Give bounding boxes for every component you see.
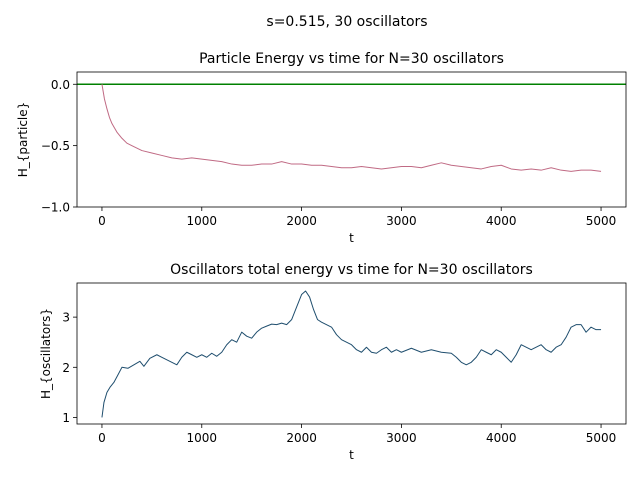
particle-x-tick-label: 5000 <box>586 214 617 228</box>
oscillators-x-tick-label: 2000 <box>286 431 317 445</box>
oscillators-x-tick-label: 4000 <box>486 431 517 445</box>
oscillators-y-axis-label: H_{oscillators} <box>39 308 53 399</box>
particle-y-tick-label: −1.0 <box>41 201 70 215</box>
particle-axes-frame <box>76 71 627 208</box>
oscillators-axes-frame <box>76 282 627 425</box>
particle-y-tick-label: −0.5 <box>41 139 70 153</box>
particle-x-tick-label: 3000 <box>386 214 417 228</box>
particle-chart-title: Particle Energy vs time for N=30 oscilla… <box>199 51 504 67</box>
particle-series-line-0 <box>101 84 602 172</box>
oscillators-y-tick-label: 2 <box>62 361 70 375</box>
oscillators-x-tick-label: 3000 <box>386 431 417 445</box>
oscillators-x-axis-label: t <box>349 448 354 462</box>
oscillators-energy-axes: Oscillators total energy vs time for N=3… <box>39 262 627 462</box>
oscillators-x-tick-label: 5000 <box>586 431 617 445</box>
particle-x-axis-label: t <box>349 231 354 245</box>
particle-x-tick-label: 4000 <box>486 214 517 228</box>
particle-y-tick-label: 0.0 <box>51 78 70 92</box>
particle-y-axis-label: H_{particle} <box>16 102 30 178</box>
particle-x-tick-label: 1000 <box>186 214 217 228</box>
oscillators-x-tick-label: 0 <box>98 431 106 445</box>
oscillators-chart-title: Oscillators total energy vs time for N=3… <box>170 262 533 278</box>
particle-x-tick-label: 0 <box>98 214 106 228</box>
oscillators-y-tick-label: 3 <box>62 311 70 325</box>
oscillators-y-tick-label: 1 <box>62 411 70 425</box>
oscillators-series-line-0 <box>101 290 602 418</box>
oscillators-x-tick-label: 1000 <box>186 431 217 445</box>
particle-x-tick-label: 2000 <box>286 214 317 228</box>
figure-suptitle: s=0.515, 30 oscillators <box>266 14 427 30</box>
particle-energy-axes: Particle Energy vs time for N=30 oscilla… <box>16 51 627 245</box>
